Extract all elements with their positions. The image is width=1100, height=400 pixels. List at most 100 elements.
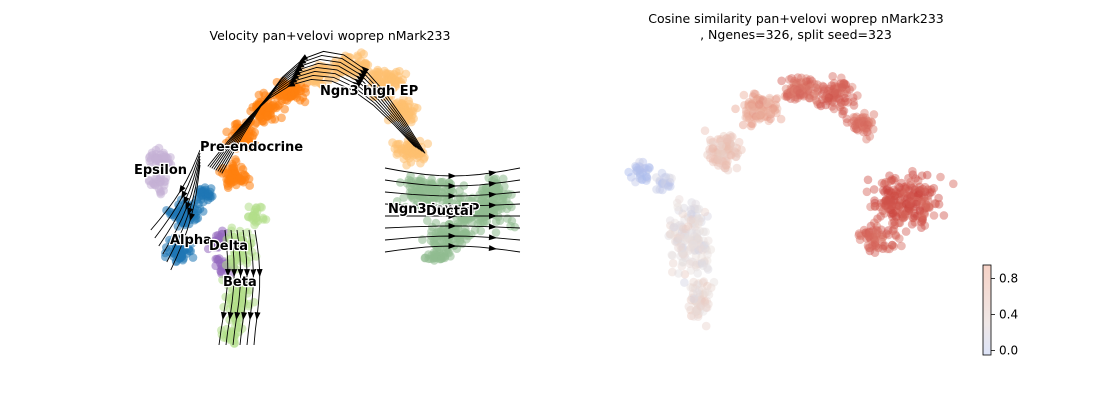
cell-point [228,331,238,341]
cell-point [670,231,679,241]
cell-point [796,85,805,95]
cell-point [864,121,873,130]
cell-point [678,243,687,253]
cell-point [914,189,923,198]
cell-point [755,111,765,120]
cell-point [864,227,874,237]
stream-line [211,70,418,169]
cell-point [667,250,677,260]
cell-point [156,188,165,197]
cell-point [699,227,708,236]
cell-point [763,101,773,111]
cell-point [825,89,835,98]
cell-point [672,237,681,247]
cell-point [748,119,757,129]
cell-point [884,201,894,210]
cell-point [831,87,840,96]
cell-point [701,303,711,312]
cell-point [467,218,477,227]
cell-point [426,231,436,241]
cell-point [760,112,770,121]
cell-point [910,211,919,221]
cell-point [410,102,419,112]
cell-point [916,211,925,220]
cell-point [796,91,805,100]
cell-point [887,240,897,250]
cell-point [864,118,874,127]
cluster-label-ngn3-low-ep: Ngn3 low EP [388,202,479,217]
cell-point [710,154,720,164]
cell-point [715,143,724,153]
stream-arrow [256,269,263,278]
cell-point [686,295,696,305]
cell-point [792,78,801,87]
cell-point [686,266,696,275]
cell-point [668,259,678,268]
cell-point [145,175,154,185]
cell-point [457,239,467,249]
cell-point [679,224,688,233]
cell-point [863,120,872,129]
cell-point [818,89,827,99]
cell-point [416,174,426,183]
cell-point [687,293,697,303]
cell-point [701,244,710,254]
cell-point [719,146,728,156]
cell-point [686,218,696,228]
cell-point [693,312,703,322]
cell-point [703,287,712,297]
cell-point [252,213,261,223]
cell-point [713,153,723,163]
cell-point [865,230,875,240]
cell-point [686,215,696,225]
cell-point [673,233,683,243]
cell-point [691,199,700,209]
stream-arrow [247,311,254,321]
stream-arrow [189,212,195,222]
cell-point [850,123,859,133]
cell-point [887,195,896,204]
cell-point [655,176,664,186]
cell-point [636,163,645,172]
cell-point [886,197,895,206]
cell-point [146,163,155,172]
cell-point [669,223,679,232]
cell-point [210,242,219,252]
cell-point [911,174,920,183]
cell-point [869,185,879,194]
cell-point [666,221,675,230]
cell-point [916,188,926,197]
cell-point [884,230,893,240]
cell-point [687,226,697,235]
cell-point [793,93,802,103]
cell-point [718,161,728,171]
cell-point [703,265,713,274]
cell-point [880,187,889,197]
cell-point [862,187,872,197]
cell-point [870,201,880,211]
cell-point [858,112,868,122]
cell-point [821,94,830,104]
cell-point [686,209,696,219]
cell-point [797,73,806,83]
cell-point [749,108,758,118]
cell-point [852,124,861,134]
cosine-cell-points [624,72,958,331]
cell-point [689,203,699,213]
cell-point [901,184,910,194]
cell-point [702,263,712,273]
cell-point [772,108,781,118]
cell-point [722,142,731,151]
cell-point [151,145,161,155]
colorbar: 0.0 0.4 0.8 [982,264,1018,358]
cell-point [783,88,793,98]
cell-point [888,219,897,228]
cell-point [426,254,436,264]
stream-line [207,78,415,167]
cell-point [231,180,241,190]
cell-point [787,74,796,83]
cell-point [903,194,912,203]
cell-point [854,229,864,238]
cell-point [898,213,908,223]
cell-point [725,149,735,159]
